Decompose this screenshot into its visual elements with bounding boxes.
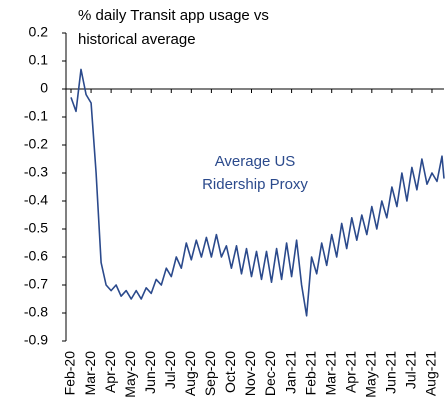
y-tick-label: -0.8 [24, 304, 48, 320]
x-tick-label: Apr-20 [102, 351, 118, 393]
title-box: % daily Transit app usage vs historical … [78, 7, 269, 48]
x-tick-label: Nov-20 [242, 351, 258, 396]
x-tick-label: May-20 [122, 351, 138, 398]
x-tick-label: Oct-20 [222, 351, 238, 393]
x-tick-label: May-21 [363, 351, 379, 398]
y-tick-label: 0 [40, 80, 48, 96]
annotation-box: Average US Ridership Proxy [202, 153, 308, 193]
annotation: Average US Ridership Proxy [202, 153, 308, 193]
y-tick-label: -0.5 [24, 220, 48, 236]
x-tick-label: Jul-20 [162, 351, 178, 389]
x-tick-label: Aug-20 [182, 351, 198, 396]
y-tick-label: 0.2 [29, 24, 49, 40]
x-tick-label: Mar-20 [82, 351, 98, 396]
x-tick-label: Feb-21 [302, 351, 318, 396]
y-tick-label: -0.1 [24, 108, 48, 124]
x-tick-label: Dec-20 [262, 351, 278, 396]
y-tick-label: -0.6 [24, 248, 48, 264]
x-tick-label: Aug-21 [423, 351, 439, 396]
y-tick-label: -0.3 [24, 164, 48, 180]
y-tick-label: -0.7 [24, 276, 48, 292]
y-tick-label: -0.4 [24, 192, 48, 208]
x-tick-label: Sep-20 [202, 351, 218, 396]
x-tick-label: Feb-20 [62, 351, 78, 396]
chart-title: % daily Transit app usage vs historical … [78, 7, 269, 48]
x-tick-label: Jun-20 [142, 351, 158, 394]
x-tick-label: Jan-21 [282, 351, 298, 394]
x-tick-label: Jul-21 [403, 351, 419, 389]
y-tick-label: 0.1 [29, 52, 49, 68]
x-tick-label: Mar-21 [322, 351, 338, 396]
x-tick-label: Apr-21 [342, 351, 358, 393]
series-line [70, 68, 445, 317]
y-tick-label: -0.9 [24, 332, 48, 348]
x-tick-label: Jun-21 [383, 351, 399, 394]
y-tick-label: -0.2 [24, 136, 48, 152]
